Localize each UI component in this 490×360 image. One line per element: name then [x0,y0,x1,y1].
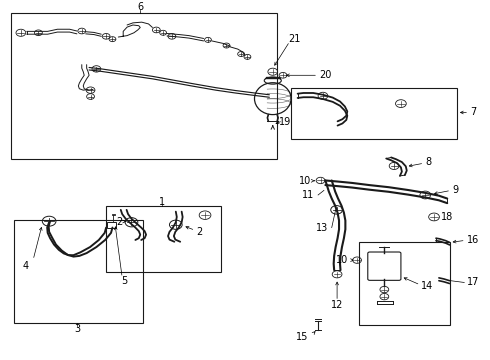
Text: 18: 18 [441,212,453,222]
Text: 17: 17 [466,278,479,288]
Text: 21: 21 [288,34,300,44]
Text: 10: 10 [336,255,348,265]
Text: 9: 9 [452,185,458,195]
Text: 5: 5 [122,276,128,286]
Text: 13: 13 [316,223,328,233]
Text: 19: 19 [279,117,292,127]
Text: 2: 2 [117,217,123,226]
Text: 14: 14 [421,281,434,291]
Text: 10: 10 [298,176,311,186]
Bar [106,206,220,272]
Text: 7: 7 [470,108,476,117]
Bar [14,220,143,323]
Text: 4: 4 [23,261,29,271]
Text: 3: 3 [74,324,80,334]
Text: 20: 20 [319,70,331,80]
Text: 15: 15 [296,332,308,342]
Text: 6: 6 [137,2,143,12]
Text: 16: 16 [466,235,479,245]
Bar [107,222,116,228]
Text: 12: 12 [331,300,343,310]
Text: 2: 2 [196,227,203,237]
Bar [291,88,457,139]
Text: 8: 8 [425,157,431,167]
Bar [360,242,450,325]
Text: 11: 11 [302,190,315,200]
Bar [11,13,277,158]
Text: 1: 1 [159,197,165,207]
